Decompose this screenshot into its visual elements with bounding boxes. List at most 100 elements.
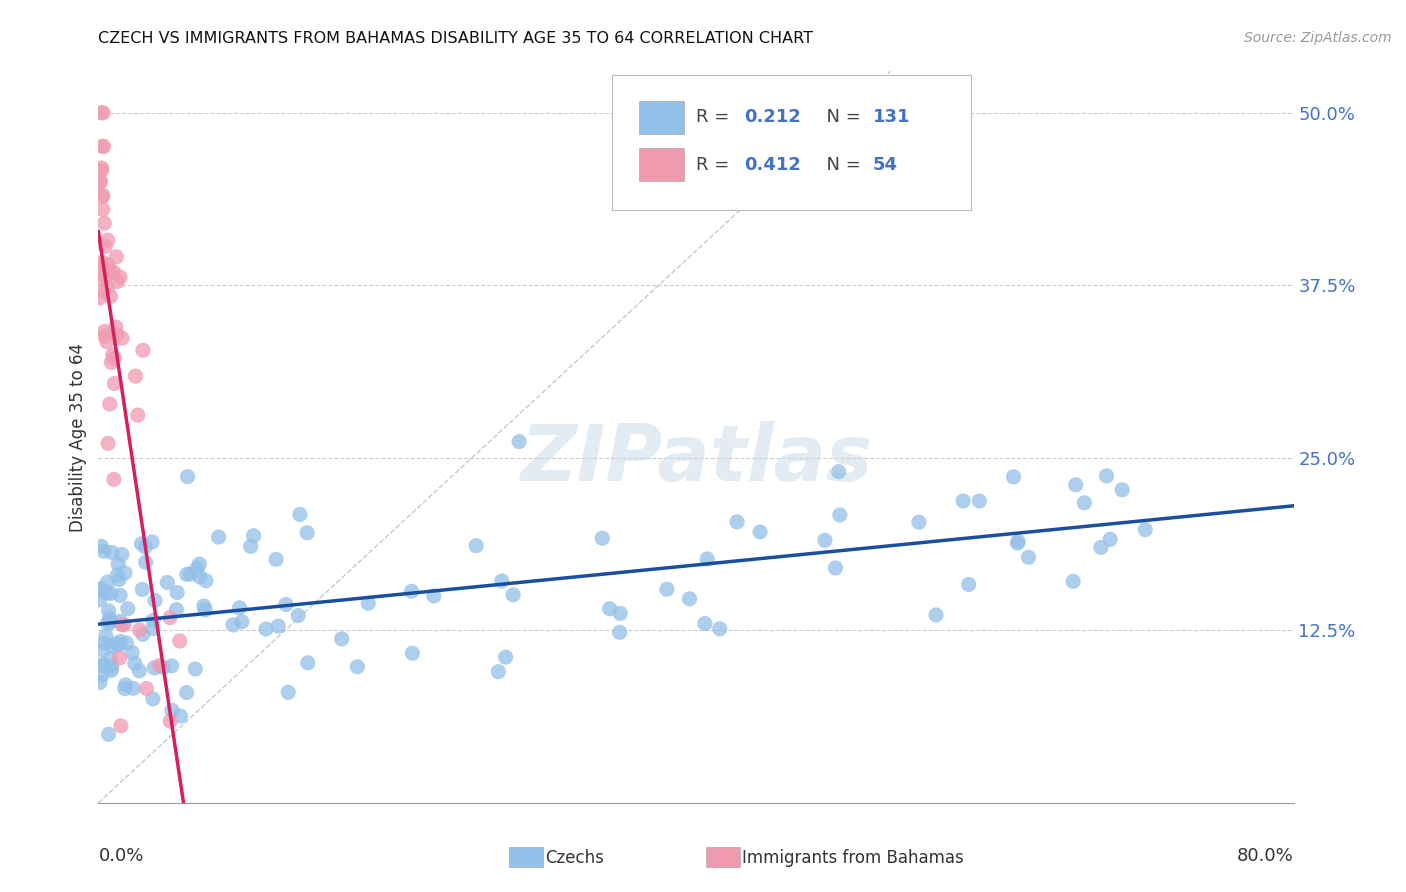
Point <box>121 646 143 660</box>
Point <box>94 629 117 643</box>
Point <box>93 544 115 558</box>
Point <box>254 622 277 636</box>
Point <box>98 264 121 278</box>
Point <box>330 632 353 646</box>
Text: ZIPatlas: ZIPatlas <box>520 421 872 497</box>
Point <box>100 586 122 600</box>
Point <box>274 598 297 612</box>
Point <box>1007 536 1029 550</box>
Point <box>97 233 120 247</box>
Text: 131: 131 <box>873 108 910 126</box>
Point <box>814 533 837 548</box>
Point <box>97 258 120 272</box>
Point <box>908 515 931 529</box>
Point <box>401 646 423 660</box>
Y-axis label: Disability Age 35 to 64: Disability Age 35 to 64 <box>69 343 87 532</box>
Point <box>100 652 122 666</box>
Text: 0.212: 0.212 <box>744 108 800 126</box>
Point <box>91 202 114 217</box>
Point <box>143 593 166 607</box>
Text: 80.0%: 80.0% <box>1237 847 1294 865</box>
Point <box>131 537 153 551</box>
Point <box>827 465 849 479</box>
Point <box>96 575 118 590</box>
Point <box>1064 478 1087 492</box>
Point <box>1002 470 1025 484</box>
Point <box>91 188 114 202</box>
Point <box>89 174 111 188</box>
Point <box>96 334 118 349</box>
Point <box>108 638 131 652</box>
Point <box>159 610 181 624</box>
Point <box>115 636 138 650</box>
Point <box>114 681 136 696</box>
Point <box>267 619 290 633</box>
Point <box>508 434 530 449</box>
Point <box>96 616 118 631</box>
Point <box>101 639 124 653</box>
Point <box>297 656 319 670</box>
Point <box>186 561 208 575</box>
Point <box>110 634 132 648</box>
Point <box>166 585 188 599</box>
Point <box>194 603 217 617</box>
Text: Source: ZipAtlas.com: Source: ZipAtlas.com <box>1244 31 1392 45</box>
Point <box>132 343 155 358</box>
Point <box>124 369 146 384</box>
Point <box>148 658 170 673</box>
Point <box>357 596 380 610</box>
Point <box>111 617 134 632</box>
Point <box>1090 541 1112 555</box>
Point <box>749 524 772 539</box>
Point <box>128 623 150 637</box>
Point <box>288 508 311 522</box>
Point <box>957 577 980 591</box>
Point <box>97 727 120 741</box>
Point <box>124 657 146 671</box>
Point <box>287 608 309 623</box>
Point <box>93 216 115 230</box>
Point <box>89 268 111 282</box>
Point <box>96 280 118 294</box>
Point <box>97 436 120 450</box>
Point <box>108 651 131 665</box>
Point <box>96 586 118 600</box>
Point <box>89 260 111 274</box>
Point <box>179 566 201 581</box>
Point <box>90 582 112 596</box>
Point <box>98 397 121 411</box>
Point <box>156 575 179 590</box>
Point <box>89 582 111 596</box>
Point <box>100 289 122 303</box>
Point <box>423 589 446 603</box>
Point <box>135 681 157 696</box>
Point <box>110 719 132 733</box>
Point <box>90 284 112 298</box>
Point <box>1073 496 1095 510</box>
Point <box>134 540 156 554</box>
FancyBboxPatch shape <box>638 148 685 181</box>
Point <box>90 163 112 178</box>
Point <box>655 582 678 597</box>
Point <box>1018 550 1040 565</box>
Point <box>1007 534 1029 549</box>
Point <box>100 663 122 677</box>
Point <box>725 515 748 529</box>
Point <box>264 552 287 566</box>
Point <box>91 643 114 657</box>
Point <box>696 552 718 566</box>
Point <box>925 607 948 622</box>
Point <box>169 709 191 723</box>
Point <box>143 661 166 675</box>
Point <box>91 658 114 673</box>
Point <box>91 105 114 120</box>
Point <box>231 615 253 629</box>
Point <box>105 327 128 342</box>
Point <box>346 660 368 674</box>
Point <box>1062 574 1084 589</box>
Point <box>131 582 153 597</box>
Point <box>207 530 229 544</box>
Point <box>93 324 115 338</box>
Point <box>824 561 846 575</box>
Point <box>228 600 250 615</box>
